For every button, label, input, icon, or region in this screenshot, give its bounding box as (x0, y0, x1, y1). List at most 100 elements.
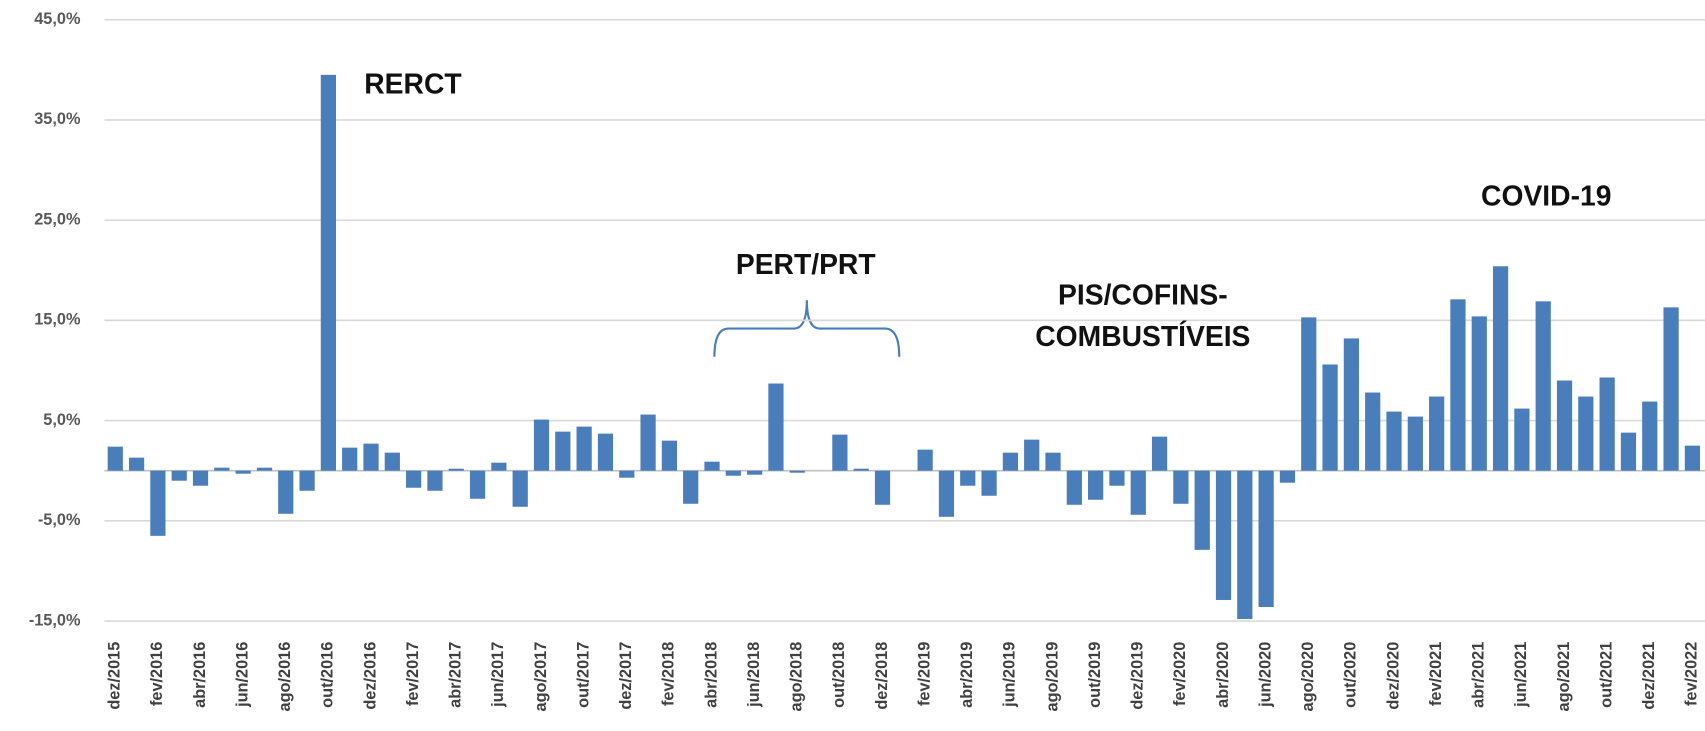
brace (713, 300, 901, 357)
bar (1024, 439, 1040, 471)
bar (1556, 380, 1573, 471)
bar (427, 470, 443, 491)
bar (1407, 416, 1423, 471)
annotation: COVID-19 (1481, 180, 1611, 212)
bar (235, 470, 251, 474)
y-tick-label: 15,0% (34, 311, 81, 329)
x-tick-label: fev/2020 (1171, 642, 1189, 706)
bar (1450, 299, 1466, 471)
x-tick-label: jun/2016 (233, 642, 251, 708)
bar (1386, 411, 1402, 471)
bar (1088, 470, 1104, 500)
bar (1684, 445, 1700, 471)
bar (1599, 377, 1615, 471)
bar (938, 470, 955, 517)
x-tick-label: fev/2022 (1683, 642, 1701, 706)
x-tick-label: dez/2016 (361, 642, 379, 710)
bar (597, 433, 614, 471)
x-tick-label: dez/2019 (1129, 642, 1147, 710)
bar (278, 470, 294, 514)
bar (981, 470, 997, 496)
bar (1429, 396, 1445, 471)
x-tick-label: abr/2018 (702, 642, 720, 708)
annotation: PERT/PRT (736, 248, 876, 280)
x-tick-label: abr/2016 (191, 642, 209, 708)
bar (107, 446, 123, 471)
x-tick-label: ago/2020 (1299, 642, 1317, 712)
x-tick-label: dez/2017 (617, 642, 635, 710)
bar (406, 470, 422, 488)
x-tick-label: out/2016 (319, 642, 337, 708)
bar (469, 470, 486, 499)
bar (256, 467, 273, 471)
x-tick-label: ago/2017 (532, 642, 550, 712)
bar (1258, 470, 1274, 608)
bar (1578, 396, 1594, 471)
bar (384, 452, 400, 471)
bar (1322, 364, 1338, 471)
bar (1514, 408, 1530, 471)
bar (832, 434, 848, 471)
bar (640, 414, 656, 471)
y-tick-label: -15,0% (29, 611, 81, 629)
y-tick-label: 5,0% (43, 411, 81, 429)
bar (725, 470, 741, 476)
x-tick-label: jun/2017 (489, 642, 507, 708)
bar (150, 470, 166, 536)
bar (1471, 316, 1487, 471)
bar (1535, 301, 1551, 471)
x-tick-label: fev/2016 (148, 642, 166, 706)
x-tick-label: fev/2021 (1427, 642, 1445, 706)
x-tick-label: fev/2018 (660, 642, 678, 706)
x-tick-label: ago/2019 (1043, 642, 1061, 712)
bar (1173, 470, 1189, 504)
bar (683, 470, 699, 504)
x-tick-label: out/2017 (574, 642, 592, 708)
bar (1343, 338, 1359, 471)
bar (448, 468, 464, 471)
x-tick-label: abr/2020 (1214, 642, 1232, 708)
x-tick-label: abr/2021 (1470, 642, 1488, 708)
x-tick-label: dez/2018 (873, 642, 891, 710)
bar (1279, 470, 1296, 483)
x-tick-label: jun/2020 (1256, 642, 1274, 708)
y-tick-label: -5,0% (38, 511, 81, 529)
x-tick-label: out/2018 (830, 642, 848, 708)
x-tick-label: out/2020 (1342, 642, 1360, 708)
bar (874, 470, 891, 505)
x-tick-label: out/2019 (1086, 642, 1104, 708)
bar (363, 443, 379, 471)
bar (1194, 470, 1210, 550)
bar (1237, 470, 1253, 620)
bar (1663, 307, 1679, 471)
bar (1002, 452, 1018, 471)
bar (1130, 470, 1146, 515)
bar (342, 447, 358, 471)
bar (1642, 401, 1658, 471)
y-tick-label: 35,0% (34, 110, 81, 128)
x-tick-label: ago/2021 (1555, 642, 1573, 712)
annotation: PIS/COFINS- (1058, 278, 1228, 310)
x-tick-label: fev/2019 (915, 642, 933, 706)
bar (1045, 452, 1061, 471)
bar (299, 470, 315, 491)
x-tick-label: jun/2018 (745, 642, 763, 708)
bar (1109, 470, 1125, 486)
bar (192, 470, 209, 486)
bar (1066, 470, 1082, 505)
x-tick-label: abr/2017 (447, 642, 465, 708)
x-tick-label: ago/2018 (788, 642, 806, 712)
bar (960, 470, 976, 486)
bar (768, 383, 784, 471)
bar (1215, 470, 1232, 600)
bar (619, 470, 635, 478)
bar (789, 470, 805, 473)
bar (917, 449, 933, 471)
x-tick-label: fev/2017 (404, 642, 422, 706)
bar (853, 468, 869, 471)
annotation: RERCT (364, 68, 461, 100)
bar (214, 467, 230, 471)
bar (661, 440, 677, 471)
y-tick-label: 25,0% (34, 210, 81, 228)
